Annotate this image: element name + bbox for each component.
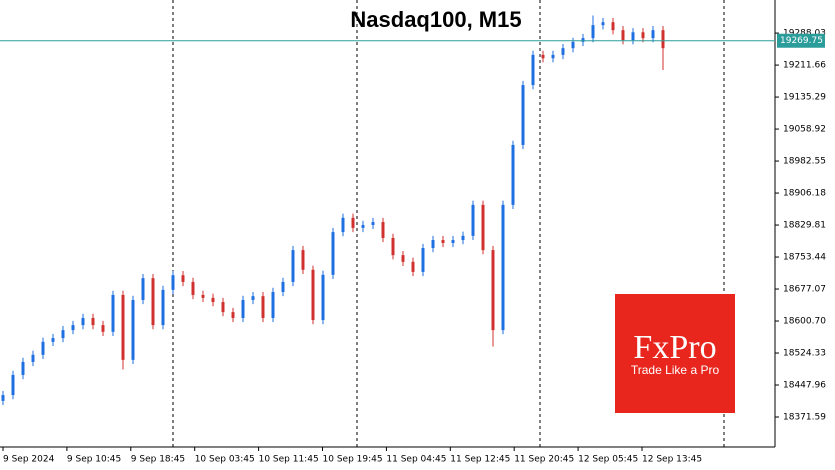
y-tick-label: 19211.66 [783, 61, 826, 71]
bar-body [41, 341, 45, 355]
bar-body [261, 296, 265, 318]
bar-body [471, 204, 475, 236]
bar-body [81, 317, 85, 326]
bar-body [541, 54, 545, 59]
bar-body [31, 354, 35, 362]
bar-body [151, 278, 155, 326]
logo-name: FxPro [633, 329, 716, 366]
bar-body [71, 325, 75, 331]
x-tick-label: 11 Sep 12:45 [450, 455, 510, 465]
bar-body [361, 224, 365, 228]
chart-title: Nasdaq100, M15 [350, 7, 521, 32]
bar-body [571, 41, 575, 49]
bar-body [281, 281, 285, 292]
bar-body [101, 325, 105, 332]
bar-body [141, 278, 145, 300]
x-tick-label: 12 Sep 13:45 [642, 455, 702, 465]
y-tick-label: 18753.44 [783, 253, 826, 263]
x-tick-label: 11 Sep 04:45 [386, 455, 446, 465]
bar-body [451, 240, 455, 243]
bar-body [251, 296, 255, 300]
bar-body [1, 395, 5, 401]
bar-body [191, 281, 195, 295]
bar-body [121, 294, 125, 360]
y-tick-label: 18524.33 [783, 349, 826, 359]
y-tick-label: 19288.03 [783, 29, 826, 39]
bar-body [661, 30, 665, 49]
bar-body [551, 54, 555, 59]
bar-body [311, 269, 315, 321]
bar-body [431, 240, 435, 249]
bar-body [91, 317, 95, 326]
y-tick-label: 18677.07 [783, 285, 826, 295]
bar-body [221, 302, 225, 313]
x-tick-label: 10 Sep 19:45 [323, 455, 383, 465]
bar-body [341, 217, 345, 233]
logo-box [615, 294, 735, 413]
y-tick-label: 18982.55 [783, 157, 826, 167]
day-separators [172, 0, 725, 447]
y-tick-label: 19058.92 [783, 125, 826, 135]
bar-body [631, 32, 635, 41]
bar-body [331, 232, 335, 275]
bar-body [621, 30, 625, 41]
current-price-box [777, 33, 825, 48]
y-tick-label: 18371.59 [783, 413, 826, 423]
y-tick-label: 18906.18 [783, 189, 826, 199]
x-tick-label: 11 Sep 20:45 [514, 455, 574, 465]
x-tick-label: 9 Sep 18:45 [131, 455, 185, 465]
bar-body [421, 248, 425, 272]
bar-body [501, 204, 505, 331]
bar-body [591, 25, 595, 39]
bar-body [561, 48, 565, 55]
bar-body [481, 204, 485, 251]
bar-body [531, 54, 535, 86]
bar-body [371, 222, 375, 225]
bar-body [611, 22, 615, 31]
bar-body [461, 235, 465, 241]
bar-body [161, 289, 165, 326]
logo-tagline: Trade Like a Pro [631, 363, 720, 377]
bar-body [61, 330, 65, 339]
bar-body [651, 30, 655, 39]
bar-body [11, 374, 15, 396]
bar-body [521, 85, 525, 145]
bar-body [511, 144, 515, 205]
bar-body [51, 338, 55, 342]
bar-body [601, 22, 605, 26]
x-tick-label: 9 Sep 10:45 [67, 455, 121, 465]
bar-body [641, 32, 645, 39]
y-tick-label: 19135.29 [783, 93, 826, 103]
bar-body [391, 237, 395, 256]
bar-body [321, 274, 325, 321]
bar-body [351, 217, 355, 228]
y-tick-label: 18829.81 [783, 221, 826, 231]
bar-body [231, 312, 235, 318]
bar-body [131, 299, 135, 360]
bar-body [111, 294, 115, 332]
bar-body [271, 291, 275, 318]
x-tick-label: 10 Sep 03:45 [195, 455, 255, 465]
bar-body [491, 250, 495, 331]
bar-body [411, 261, 415, 272]
bar-body [401, 255, 405, 262]
x-tick-label: 10 Sep 11:45 [259, 455, 319, 465]
bar-body [241, 299, 245, 318]
bar-body [181, 275, 185, 282]
y-tick-label: 18600.70 [783, 317, 826, 327]
bar-body [211, 297, 215, 303]
bar-body [201, 294, 205, 298]
bar-body [381, 222, 385, 238]
bar-body [581, 38, 585, 42]
x-tick-label: 12 Sep 05:45 [578, 455, 638, 465]
bar-body [171, 275, 175, 290]
bar-body [441, 240, 445, 243]
x-tick-label: 9 Sep 2024 [3, 455, 55, 465]
bar-body [301, 250, 305, 270]
bar-body [291, 250, 295, 282]
bar-body [21, 361, 25, 375]
y-tick-label: 18447.96 [783, 381, 826, 391]
current-price-label: 19269.75 [780, 36, 823, 46]
